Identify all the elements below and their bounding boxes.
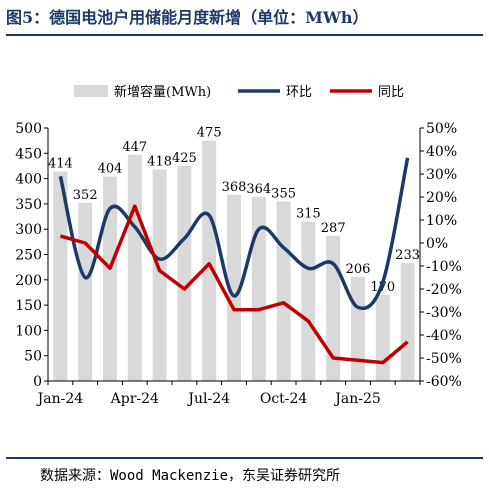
- bar: [351, 276, 365, 381]
- legend-swatch-bar: [74, 85, 108, 97]
- legend-label-yoy: 同比: [378, 85, 404, 100]
- left-tick-label: 0: [33, 374, 42, 390]
- left-tick-label: 500: [15, 121, 42, 137]
- x-tick-label: Jul-24: [186, 391, 230, 407]
- bar: [326, 235, 341, 381]
- x-tick-label: Oct-24: [260, 391, 308, 407]
- x-tick-label: Jan-25: [333, 391, 381, 407]
- bar-value-label: 447: [122, 140, 147, 155]
- left-tick-label: 300: [15, 222, 42, 238]
- figure-title: 图5：德国电池户用储能月度新增（单位：MWh）: [6, 8, 369, 27]
- bar-value-label: 170: [370, 280, 395, 295]
- legend-label-mom: 环比: [286, 85, 312, 100]
- right-tick-label: -60%: [426, 374, 462, 390]
- bar-value-label: 418: [147, 154, 172, 169]
- bar: [400, 263, 415, 381]
- line-mom: [58, 157, 410, 310]
- bar: [301, 221, 316, 381]
- source-note: 数据来源：Wood Mackenzie，东吴证券研究所: [40, 468, 341, 484]
- bar-value-label: 315: [296, 207, 321, 222]
- right-tick-label: 0%: [426, 236, 448, 252]
- right-tick-label: 50%: [426, 121, 457, 137]
- bar-value-label: 368: [222, 180, 247, 195]
- line-yoy: [59, 204, 409, 365]
- right-tick-label: -40%: [426, 328, 462, 344]
- left-tick-label: 400: [15, 172, 42, 188]
- bar: [227, 194, 241, 381]
- bar: [53, 171, 68, 381]
- left-tick-label: 200: [15, 273, 42, 289]
- bar: [177, 165, 192, 381]
- x-tick-label: Jan-24: [36, 391, 84, 407]
- right-tick-label: 40%: [426, 144, 457, 160]
- legend: 新增容量(MWh) 环比 同比: [74, 84, 404, 100]
- x-tick-label: Apr-24: [110, 391, 159, 407]
- left-tick-label: 450: [15, 146, 42, 162]
- bar: [78, 202, 93, 381]
- bar-value-label: 364: [246, 182, 271, 197]
- right-tick-label: 30%: [426, 167, 457, 183]
- bar-value-label: 404: [98, 162, 123, 177]
- bar-value-label: 475: [197, 126, 222, 141]
- bar-value-label: 355: [271, 186, 296, 201]
- bar: [375, 294, 390, 381]
- bar: [202, 140, 217, 381]
- source-rule: [6, 457, 483, 459]
- left-tick-label: 100: [15, 323, 42, 339]
- right-tick-label: 20%: [426, 190, 457, 206]
- bar: [152, 169, 167, 381]
- bar: [276, 201, 291, 381]
- left-tick-label: 150: [15, 298, 42, 314]
- bar-value-label: 414: [48, 157, 73, 172]
- left-tick-label: 350: [15, 197, 42, 213]
- right-tick-label: -10%: [426, 259, 462, 275]
- bar: [127, 154, 142, 381]
- bar-value-label: 352: [73, 188, 98, 203]
- right-tick-label: -30%: [426, 305, 462, 321]
- bar: [251, 196, 266, 381]
- right-tick-label: 10%: [426, 213, 457, 229]
- bar-value-label: 233: [395, 248, 420, 263]
- bar-value-label: 206: [346, 262, 371, 277]
- title-rule: [6, 34, 483, 36]
- bar-value-label: 425: [172, 151, 197, 166]
- legend-label-bar: 新增容量(MWh): [114, 84, 211, 100]
- right-tick-label: -50%: [426, 351, 462, 367]
- left-tick-label: 50: [24, 349, 42, 365]
- right-tick-label: -20%: [426, 282, 462, 298]
- bar-value-label: 287: [321, 221, 346, 236]
- left-tick-label: 250: [15, 248, 42, 264]
- bar: [103, 176, 117, 381]
